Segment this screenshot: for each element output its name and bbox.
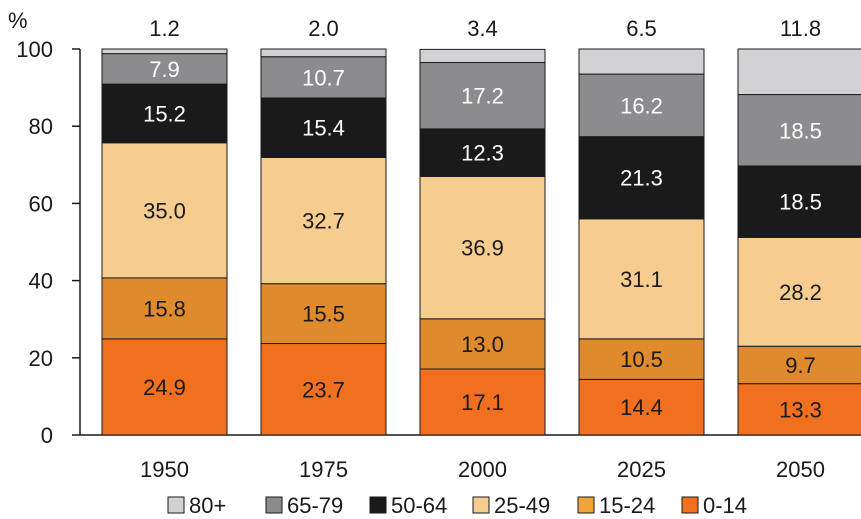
top-labels: 1.2 2.0 3.4 6.5 11.8 — [149, 16, 821, 41]
bar-segment-25-49 — [419, 175, 546, 320]
y-tick-label: 0 — [41, 423, 53, 448]
bar-segment-80+ — [101, 48, 228, 55]
data-label: 24.9 — [143, 375, 186, 400]
legend-label: 50-64 — [391, 493, 447, 518]
data-label: 15.5 — [302, 302, 345, 327]
legend-swatch-0-14 — [681, 496, 699, 514]
bar-segment-15-24 — [737, 345, 861, 385]
y-tick-label: 60 — [29, 191, 53, 216]
bar-segment-0-14 — [419, 368, 546, 436]
legend-swatch-15-24 — [577, 496, 595, 514]
data-label: 23.7 — [302, 377, 345, 402]
data-label: 35.0 — [143, 198, 186, 223]
bar-segment-15-24 — [419, 318, 546, 370]
data-label: 13.3 — [779, 397, 822, 422]
legend-label: 25-49 — [494, 493, 550, 518]
legend-label: 15-24 — [599, 493, 655, 518]
top-value-label: 2.0 — [308, 16, 339, 41]
bar-segment-50-64 — [101, 83, 228, 144]
x-tick-label: 1975 — [299, 457, 348, 482]
legend-label: 0-14 — [703, 493, 747, 518]
data-label: 14.4 — [620, 395, 663, 420]
y-tick-label: 40 — [29, 269, 53, 294]
bar-segment-50-64 — [260, 97, 387, 158]
y-tick-label: 20 — [29, 346, 53, 371]
bar-segment-25-49 — [737, 236, 861, 347]
y-tick-label: 80 — [29, 114, 53, 139]
data-label: 10.5 — [620, 347, 663, 372]
data-label: 15.4 — [302, 116, 345, 141]
bar-segment-25-49 — [260, 156, 387, 285]
bar-segment-50-64 — [419, 128, 546, 177]
bar-segment-65-79 — [737, 94, 861, 167]
bar-segment-15-24 — [578, 338, 705, 380]
data-label: 28.2 — [779, 280, 822, 305]
data-label: 31.1 — [620, 267, 663, 292]
legend-swatch-50-64 — [369, 496, 387, 514]
bar-segment-65-79 — [578, 73, 705, 138]
top-value-label: 3.4 — [467, 16, 498, 41]
data-label: 18.5 — [779, 190, 822, 215]
top-value-label: 1.2 — [149, 16, 180, 41]
y-tick-label: 100 — [16, 37, 53, 62]
legend-swatch-65-79 — [265, 496, 283, 514]
data-label: 16.2 — [620, 93, 663, 118]
legend-label: 80+ — [189, 493, 226, 518]
bar-segment-0-14 — [101, 338, 228, 436]
legend-swatch-80+ — [167, 496, 185, 514]
bar-segment-80+ — [260, 48, 387, 58]
x-tick-label: 2050 — [776, 457, 825, 482]
bar-segment-65-79 — [260, 56, 387, 99]
legend: 80+ 65-79 50-64 25-49 15-24 0-14 — [167, 493, 747, 518]
top-value-label: 11.8 — [780, 16, 821, 41]
data-label: 15.8 — [143, 296, 186, 321]
bar-segment-80+ — [578, 48, 705, 75]
top-value-label: 6.5 — [626, 16, 657, 41]
bar-segment-15-24 — [260, 283, 387, 345]
data-label: 36.9 — [461, 236, 504, 261]
data-label: 17.1 — [461, 390, 504, 415]
bars-group: 24.9 15.8 35.0 15.2 7.9 23.7 15.5 32.7 15.4 10.7 1… — [101, 48, 861, 436]
data-label: 17.2 — [461, 84, 504, 109]
data-label: 10.7 — [302, 65, 345, 90]
data-label: 21.3 — [620, 166, 663, 191]
data-label: 13.0 — [461, 332, 504, 357]
bar-segment-25-49 — [578, 218, 705, 340]
x-tick-label: 2025 — [617, 457, 666, 482]
x-tick-label: 1950 — [140, 457, 189, 482]
data-label: 7.9 — [149, 57, 180, 82]
data-label: 9.7 — [785, 353, 816, 378]
data-label: 18.5 — [779, 118, 822, 143]
x-tick-label: 2000 — [458, 457, 507, 482]
bar-segment-0-14 — [260, 343, 387, 436]
bar-segment-25-49 — [101, 142, 228, 279]
legend-swatch-25-49 — [472, 496, 490, 514]
bar-segment-0-14 — [737, 383, 861, 436]
data-label: 32.7 — [302, 209, 345, 234]
data-label: 15.2 — [143, 101, 186, 126]
x-tick-labels: 1950 1975 2000 2025 2050 — [140, 457, 825, 482]
bar-segment-15-24 — [101, 277, 228, 340]
data-label: 12.3 — [461, 141, 504, 166]
bar-segment-65-79 — [419, 62, 546, 130]
bar-segment-80+ — [737, 48, 861, 96]
y-unit-label: % — [8, 8, 28, 33]
bar-segment-80+ — [419, 48, 546, 64]
bar-segment-50-64 — [578, 136, 705, 220]
legend-label: 65-79 — [287, 493, 343, 518]
